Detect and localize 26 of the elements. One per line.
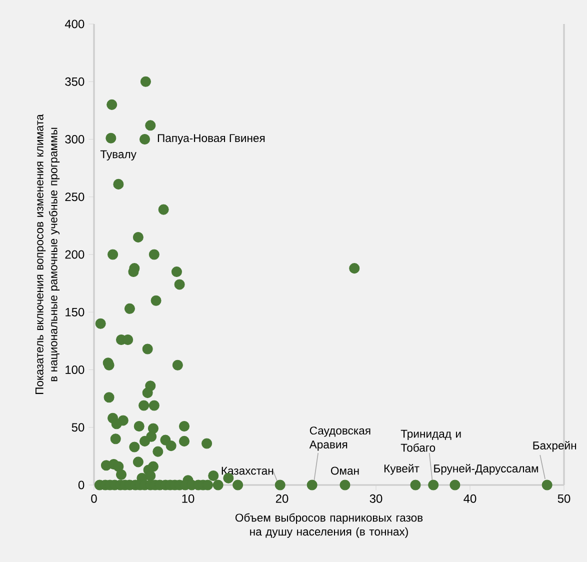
annotation: Тувалу <box>100 150 136 160</box>
annotation: Кувейт <box>384 464 420 475</box>
y-tick-label: 200 <box>65 250 84 259</box>
y-tick-label: 50 <box>72 423 84 432</box>
annotation: Бруней-Даруссалам <box>434 464 538 475</box>
x-tick-label: 40 <box>464 494 476 503</box>
x-tick-label: 20 <box>276 494 288 503</box>
annotation: Саудовская Аравия <box>309 426 370 451</box>
x-tick-label: 50 <box>558 494 570 503</box>
annotation: Папуа-Новая Гвинея <box>158 134 265 144</box>
x-tick-label: 30 <box>370 494 382 503</box>
x-tick-label: 10 <box>182 494 194 503</box>
y-tick-label: 100 <box>66 366 84 374</box>
y-tick-label: 250 <box>65 192 84 202</box>
y-tick-label: 300 <box>65 135 84 144</box>
y-tick-label: 400 <box>64 20 84 28</box>
annotation: Бахрейн <box>533 441 576 452</box>
x-tick-label: 0 <box>91 494 97 503</box>
y-tick-label: 0 <box>78 480 84 490</box>
y-axis-title: Показатель включения вопросов изменения климата в национальные рамочные учебные программы <box>36 114 60 394</box>
y-tick-label: 150 <box>66 308 84 316</box>
x-axis-title: Объем выбросов парниковых газов на душу населения (в тоннах) <box>235 513 423 538</box>
y-tick-label: 350 <box>65 77 84 86</box>
annotation: Тринидад и Тобаго <box>400 430 461 452</box>
annotation: Казахстан <box>222 466 274 475</box>
annotation: Оман <box>330 466 359 475</box>
